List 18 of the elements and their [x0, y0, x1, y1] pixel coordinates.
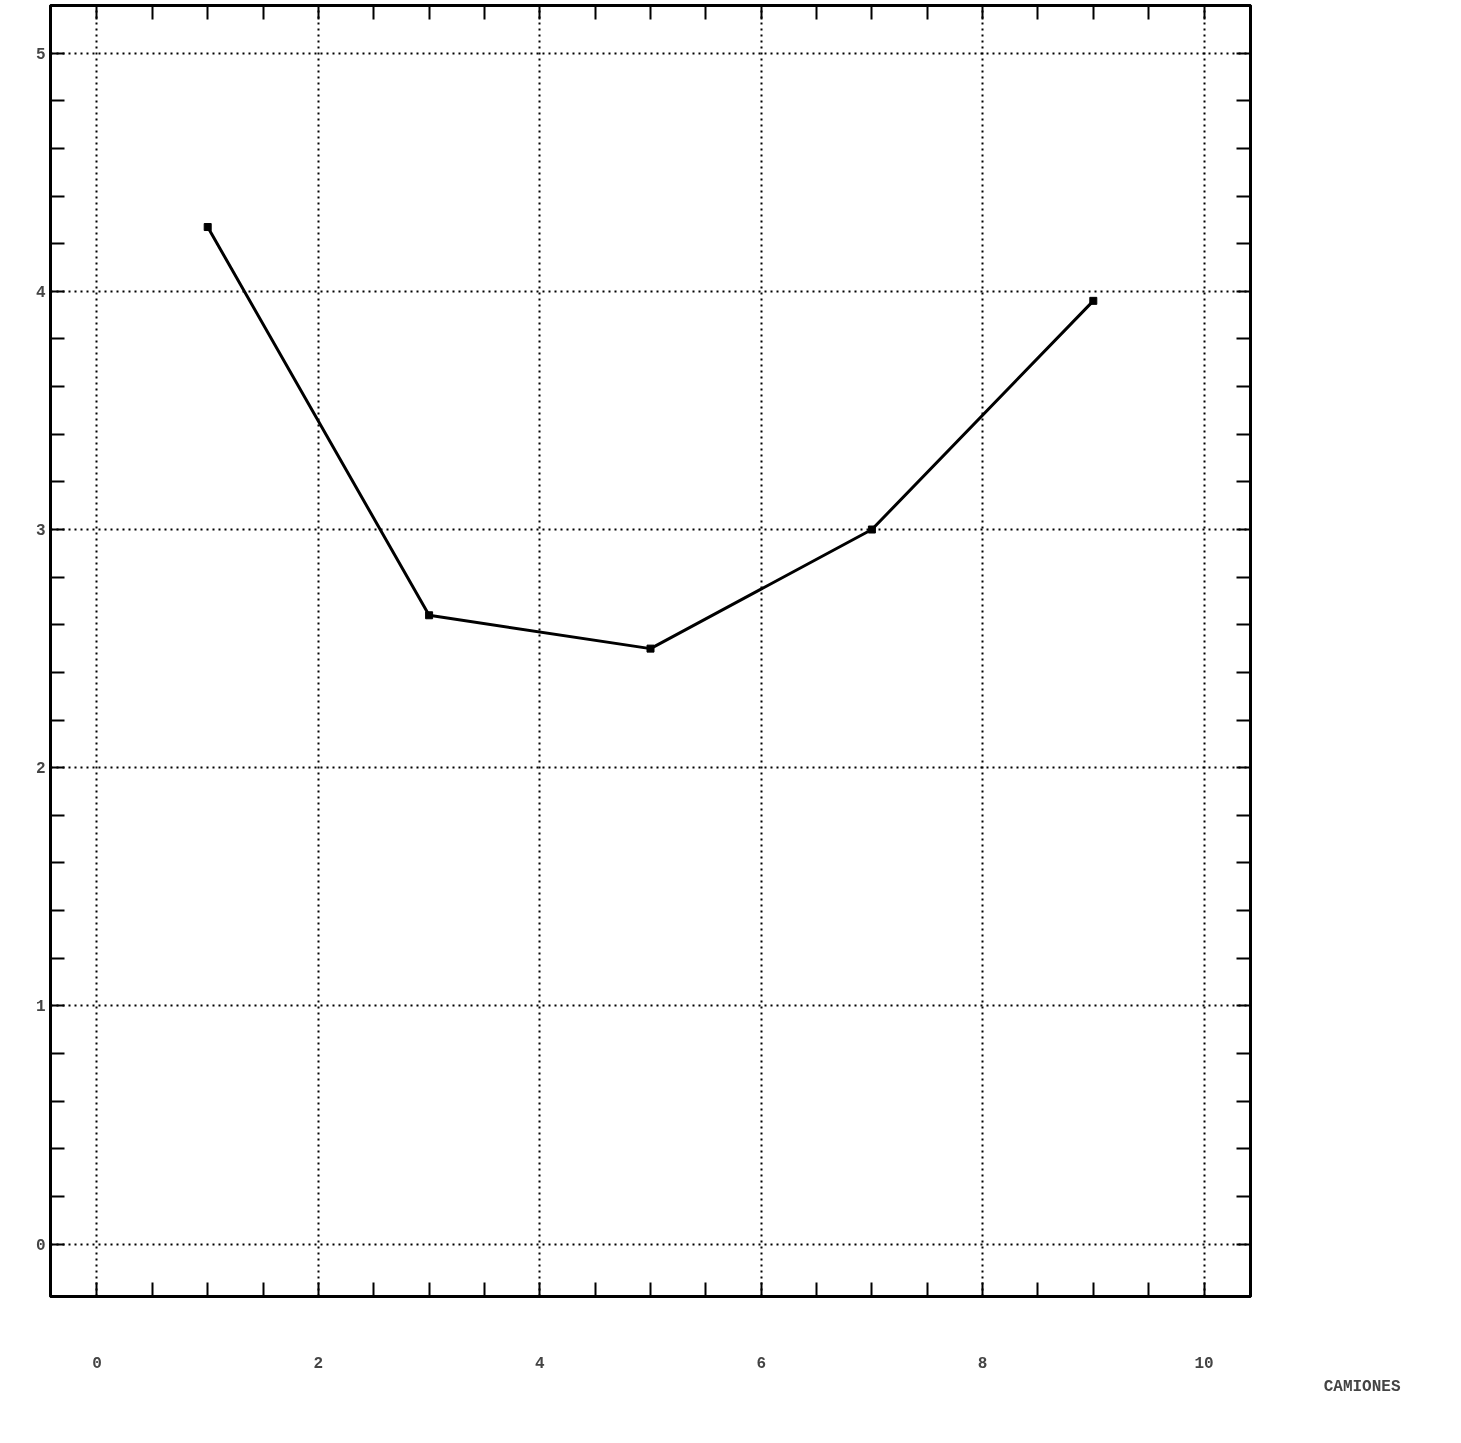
y-tick-label: 4: [35, 283, 46, 302]
y-tick-label: 3: [35, 522, 46, 541]
y-tick-label: 5: [35, 45, 46, 64]
x-tick-label: 6: [756, 1354, 767, 1373]
x-tick-label: 4: [535, 1354, 545, 1373]
x-tick-label: 10: [1194, 1354, 1214, 1373]
y-tick-label: 0: [35, 1236, 46, 1255]
point: [425, 611, 434, 620]
point: [1089, 296, 1098, 305]
point: [867, 525, 876, 534]
point: [646, 644, 655, 653]
y-tick-label: 1: [35, 998, 46, 1017]
x-tick-label: 8: [977, 1354, 988, 1373]
x-tick-label: 0: [92, 1354, 102, 1373]
y-tick-label: 2: [35, 760, 46, 779]
x-tick-label: 2: [313, 1354, 324, 1373]
x-axis-title: CAMIONES: [1323, 1377, 1401, 1396]
point: [203, 223, 212, 232]
